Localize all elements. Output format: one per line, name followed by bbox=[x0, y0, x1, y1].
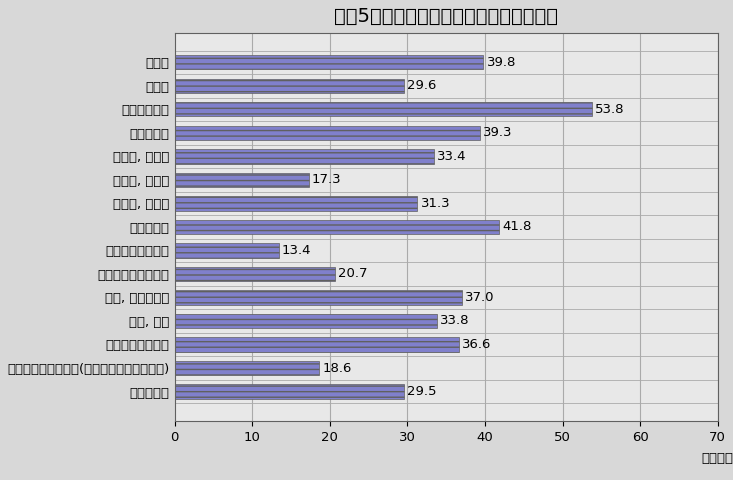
Bar bbox=[174, 79, 405, 93]
Text: 41.8: 41.8 bbox=[502, 220, 531, 233]
Bar bbox=[174, 290, 462, 304]
Text: 17.3: 17.3 bbox=[312, 173, 342, 186]
Bar bbox=[174, 102, 592, 117]
Text: 29.6: 29.6 bbox=[408, 80, 437, 93]
Bar bbox=[174, 55, 483, 70]
Bar bbox=[174, 196, 418, 211]
Bar bbox=[174, 243, 279, 258]
Bar bbox=[174, 220, 499, 234]
Text: 31.3: 31.3 bbox=[421, 197, 450, 210]
Title: 令和5年の産業別現金給与総額（鳥取県）: 令和5年の産業別現金給与総額（鳥取県） bbox=[334, 7, 559, 26]
Bar bbox=[174, 314, 437, 328]
X-axis label: （万円）: （万円） bbox=[701, 452, 733, 465]
Text: 33.8: 33.8 bbox=[440, 314, 469, 327]
Bar bbox=[174, 384, 404, 398]
Bar bbox=[174, 267, 335, 281]
Bar bbox=[174, 173, 309, 187]
Text: 39.3: 39.3 bbox=[482, 126, 512, 140]
Text: 29.5: 29.5 bbox=[407, 385, 436, 398]
Text: 13.4: 13.4 bbox=[281, 244, 312, 257]
Text: 33.4: 33.4 bbox=[437, 150, 466, 163]
Bar bbox=[174, 126, 479, 140]
Text: 53.8: 53.8 bbox=[595, 103, 625, 116]
Bar bbox=[174, 361, 319, 375]
Text: 36.6: 36.6 bbox=[462, 338, 491, 351]
Text: 20.7: 20.7 bbox=[339, 267, 368, 280]
Bar bbox=[174, 149, 434, 164]
Text: 18.6: 18.6 bbox=[322, 361, 352, 374]
Bar bbox=[174, 337, 459, 351]
Text: 37.0: 37.0 bbox=[465, 291, 494, 304]
Text: 39.8: 39.8 bbox=[487, 56, 516, 69]
